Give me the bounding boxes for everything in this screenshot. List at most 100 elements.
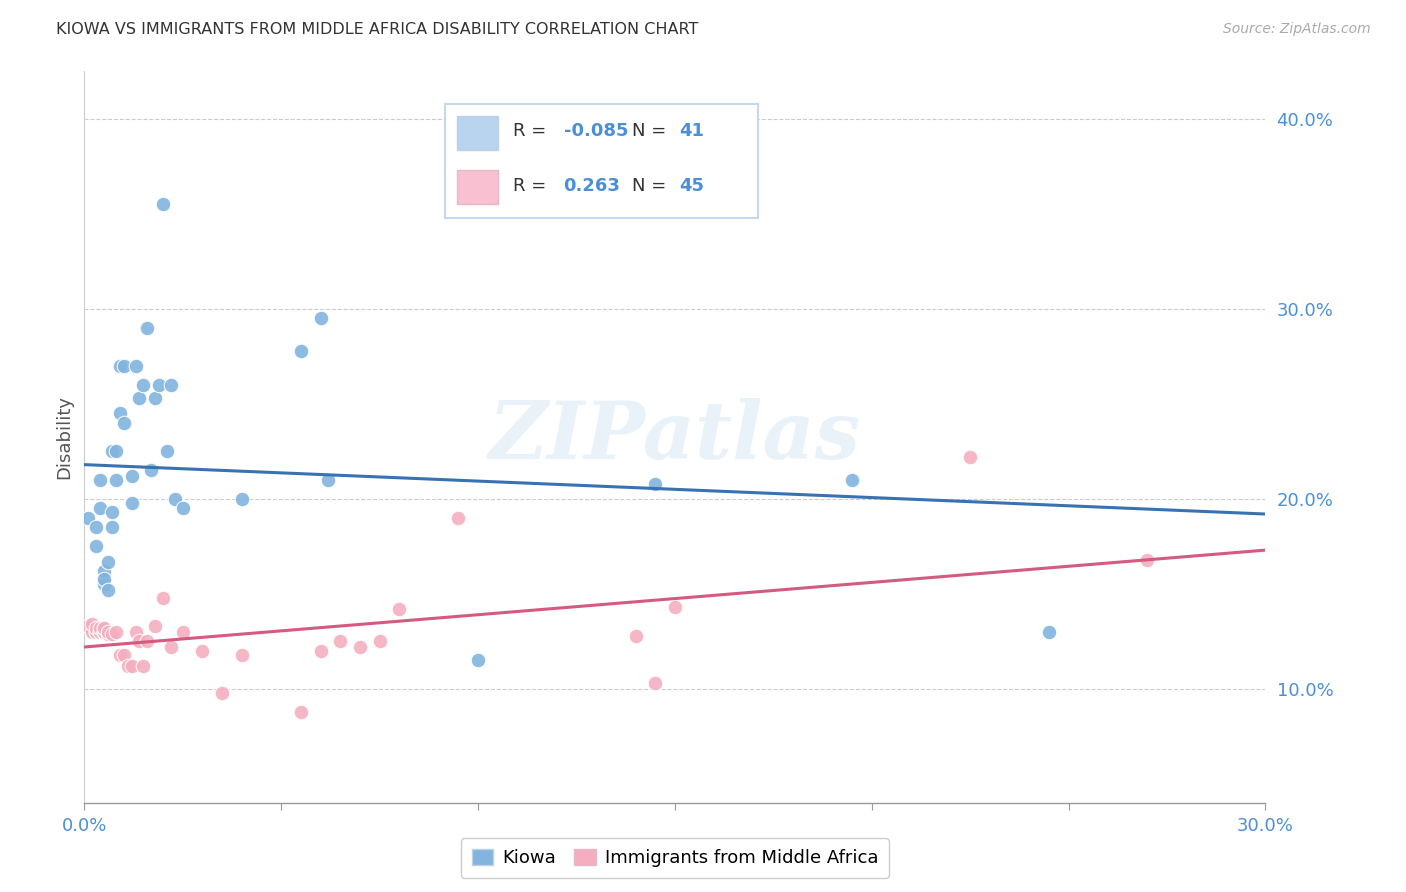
Text: R =: R = bbox=[513, 177, 558, 195]
Point bbox=[349, 640, 371, 654]
Point bbox=[309, 311, 332, 326]
Point bbox=[112, 416, 135, 430]
Point bbox=[97, 582, 120, 597]
Point bbox=[112, 359, 135, 373]
Point bbox=[84, 621, 107, 635]
Point bbox=[959, 450, 981, 464]
Point bbox=[101, 444, 124, 458]
Point bbox=[231, 491, 253, 506]
FancyBboxPatch shape bbox=[457, 116, 498, 150]
Point bbox=[104, 624, 127, 639]
Point bbox=[84, 520, 107, 534]
Point bbox=[84, 539, 107, 553]
Point bbox=[309, 644, 332, 658]
Point bbox=[152, 591, 174, 605]
Text: 0.263: 0.263 bbox=[564, 177, 620, 195]
Point bbox=[117, 659, 139, 673]
Point bbox=[141, 463, 163, 477]
Point bbox=[290, 343, 312, 358]
Point bbox=[124, 624, 146, 639]
Point bbox=[89, 624, 111, 639]
Point bbox=[108, 648, 131, 662]
Point bbox=[93, 564, 115, 578]
Point bbox=[318, 473, 340, 487]
Point bbox=[84, 624, 107, 639]
Point bbox=[160, 640, 183, 654]
Legend: Kiowa, Immigrants from Middle Africa: Kiowa, Immigrants from Middle Africa bbox=[461, 838, 889, 878]
Point bbox=[93, 621, 115, 635]
Text: KIOWA VS IMMIGRANTS FROM MIDDLE AFRICA DISABILITY CORRELATION CHART: KIOWA VS IMMIGRANTS FROM MIDDLE AFRICA D… bbox=[56, 22, 699, 37]
Point bbox=[82, 617, 104, 632]
Point bbox=[97, 626, 120, 640]
Point bbox=[841, 473, 863, 487]
Text: N =: N = bbox=[633, 177, 672, 195]
Point bbox=[84, 624, 107, 639]
Point bbox=[97, 624, 120, 639]
Point bbox=[97, 555, 120, 569]
Point bbox=[644, 676, 666, 690]
Point bbox=[156, 444, 179, 458]
Point bbox=[447, 511, 470, 525]
Point bbox=[644, 476, 666, 491]
Point bbox=[77, 511, 100, 525]
Text: ZIPatlas: ZIPatlas bbox=[489, 399, 860, 475]
Point bbox=[148, 377, 170, 392]
Point bbox=[104, 473, 127, 487]
Point bbox=[1136, 552, 1159, 566]
Point bbox=[101, 626, 124, 640]
Point bbox=[136, 321, 159, 335]
Point bbox=[128, 391, 150, 405]
Text: Source: ZipAtlas.com: Source: ZipAtlas.com bbox=[1223, 22, 1371, 37]
Point bbox=[121, 495, 143, 509]
Text: 45: 45 bbox=[679, 177, 704, 195]
Point bbox=[93, 624, 115, 639]
Point bbox=[388, 602, 411, 616]
Point bbox=[89, 621, 111, 635]
Point bbox=[93, 621, 115, 635]
Point bbox=[121, 469, 143, 483]
Point bbox=[101, 505, 124, 519]
Point bbox=[112, 648, 135, 662]
Point bbox=[89, 624, 111, 639]
Point bbox=[172, 501, 194, 516]
Point bbox=[624, 629, 647, 643]
Point bbox=[211, 685, 233, 699]
Point bbox=[124, 359, 146, 373]
Point bbox=[89, 473, 111, 487]
Point bbox=[121, 659, 143, 673]
Point bbox=[160, 377, 183, 392]
Point bbox=[143, 619, 166, 633]
Point bbox=[93, 624, 115, 639]
Point bbox=[467, 653, 489, 667]
Point bbox=[172, 624, 194, 639]
Point bbox=[82, 624, 104, 639]
Point bbox=[191, 644, 214, 658]
Point bbox=[290, 705, 312, 719]
Text: -0.085: -0.085 bbox=[564, 122, 628, 140]
Text: 41: 41 bbox=[679, 122, 704, 140]
Point bbox=[101, 520, 124, 534]
Point bbox=[128, 634, 150, 648]
Point bbox=[1038, 624, 1060, 639]
Text: R =: R = bbox=[513, 122, 553, 140]
Point bbox=[664, 600, 686, 615]
Point bbox=[108, 406, 131, 420]
Point bbox=[93, 624, 115, 639]
Point bbox=[132, 659, 155, 673]
Point bbox=[231, 648, 253, 662]
Point bbox=[108, 359, 131, 373]
Point bbox=[132, 377, 155, 392]
Point bbox=[89, 501, 111, 516]
Point bbox=[77, 619, 100, 633]
Y-axis label: Disability: Disability bbox=[55, 395, 73, 479]
Point bbox=[143, 391, 166, 405]
FancyBboxPatch shape bbox=[457, 170, 498, 204]
Text: N =: N = bbox=[633, 122, 672, 140]
Point bbox=[93, 572, 115, 586]
Point bbox=[104, 444, 127, 458]
Point bbox=[152, 197, 174, 211]
Point bbox=[163, 491, 186, 506]
Point bbox=[368, 634, 391, 648]
Point bbox=[93, 577, 115, 591]
Point bbox=[329, 634, 352, 648]
